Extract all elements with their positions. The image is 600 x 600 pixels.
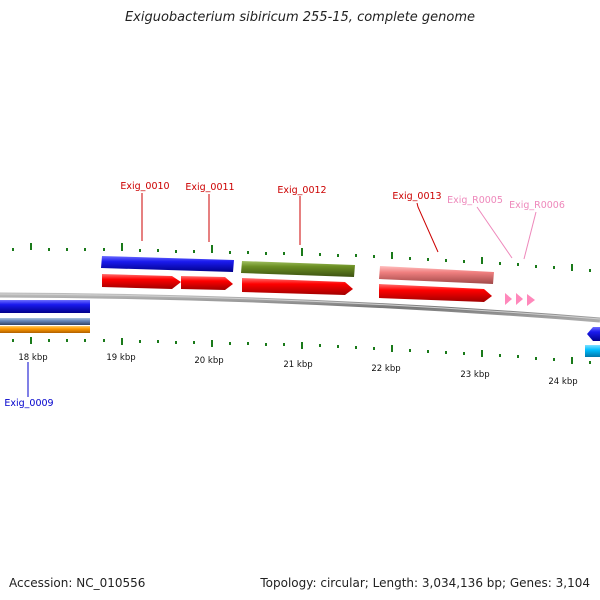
gene-block-exig-0013-cog[interactable] bbox=[379, 266, 494, 284]
rna-arrow-exig-r0006[interactable] bbox=[527, 294, 535, 306]
rna-arrow-exig-r0005[interactable] bbox=[505, 293, 512, 305]
gene-label-exig-0009[interactable]: Exig_0009 bbox=[4, 398, 53, 409]
gene-arrow-exig-0013[interactable] bbox=[379, 284, 492, 302]
gene-block-exig-0009-cog-steel[interactable] bbox=[0, 318, 90, 325]
accession-text: Accession: NC_010556 bbox=[9, 576, 146, 590]
gene-label-exig-0010[interactable]: Exig_0010 bbox=[120, 181, 169, 192]
rna-arrow-exig-r0005b[interactable] bbox=[516, 293, 523, 305]
gene-label-exig-r0006[interactable]: Exig_R0006 bbox=[509, 200, 565, 211]
reverse-strand-genes bbox=[0, 300, 600, 357]
gene-block-exig-0010-cog[interactable] bbox=[101, 256, 234, 272]
gene-label-exig-r0005[interactable]: Exig_R0005 bbox=[447, 195, 503, 206]
gene-block-right-edge-cyan[interactable] bbox=[585, 345, 600, 357]
gene-block-exig-0009[interactable] bbox=[0, 300, 90, 313]
gene-arrow-exig-0012[interactable] bbox=[242, 278, 353, 295]
label-leaders bbox=[27, 193, 537, 397]
gene-arrow-right-edge-blue[interactable] bbox=[587, 327, 600, 341]
gene-labels: Exig_0010 Exig_0011 Exig_0012 Exig_0013 … bbox=[4, 181, 565, 409]
kbp-label: 24 kbp bbox=[548, 377, 577, 387]
kbp-scale-labels: 18 kbp 19 kbp 20 kbp 21 kbp 22 kbp 23 kb… bbox=[18, 353, 577, 387]
gene-label-exig-0011[interactable]: Exig_0011 bbox=[185, 182, 234, 193]
kbp-label: 21 kbp bbox=[283, 360, 312, 370]
gene-arrow-exig-0011[interactable] bbox=[181, 276, 233, 290]
outer-tick-ring bbox=[12, 243, 591, 272]
forward-strand-genes bbox=[102, 274, 535, 306]
kbp-label: 23 kbp bbox=[460, 370, 489, 380]
gene-arrow-exig-0010[interactable] bbox=[102, 274, 181, 289]
gene-label-exig-0013[interactable]: Exig_0013 bbox=[392, 191, 441, 202]
kbp-label: 19 kbp bbox=[106, 353, 135, 363]
gene-block-exig-0009-cog-orange[interactable] bbox=[0, 326, 90, 333]
kbp-label: 22 kbp bbox=[371, 364, 400, 374]
genome-summary-text: Topology: circular; Length: 3,034,136 bp… bbox=[260, 576, 590, 590]
outer-cog-ring bbox=[101, 256, 494, 284]
gene-block-exig-0012-cog[interactable] bbox=[241, 261, 355, 277]
inner-tick-ring bbox=[12, 337, 591, 364]
kbp-label: 20 kbp bbox=[194, 356, 223, 366]
genome-backbone bbox=[0, 292, 600, 323]
kbp-label: 18 kbp bbox=[18, 353, 47, 363]
gene-label-exig-0012[interactable]: Exig_0012 bbox=[277, 185, 326, 196]
map-title: Exiguobacterium sibiricum 255-15, comple… bbox=[124, 10, 476, 25]
